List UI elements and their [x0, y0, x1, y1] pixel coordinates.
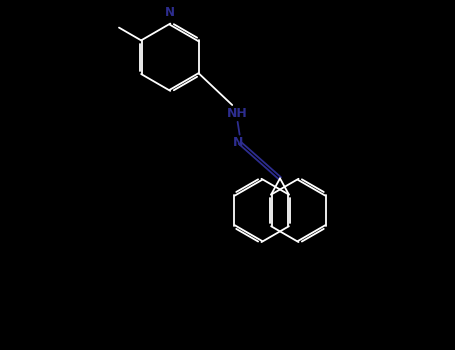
Text: NH: NH — [227, 107, 248, 120]
Text: N: N — [233, 136, 243, 149]
Text: N: N — [165, 6, 175, 19]
